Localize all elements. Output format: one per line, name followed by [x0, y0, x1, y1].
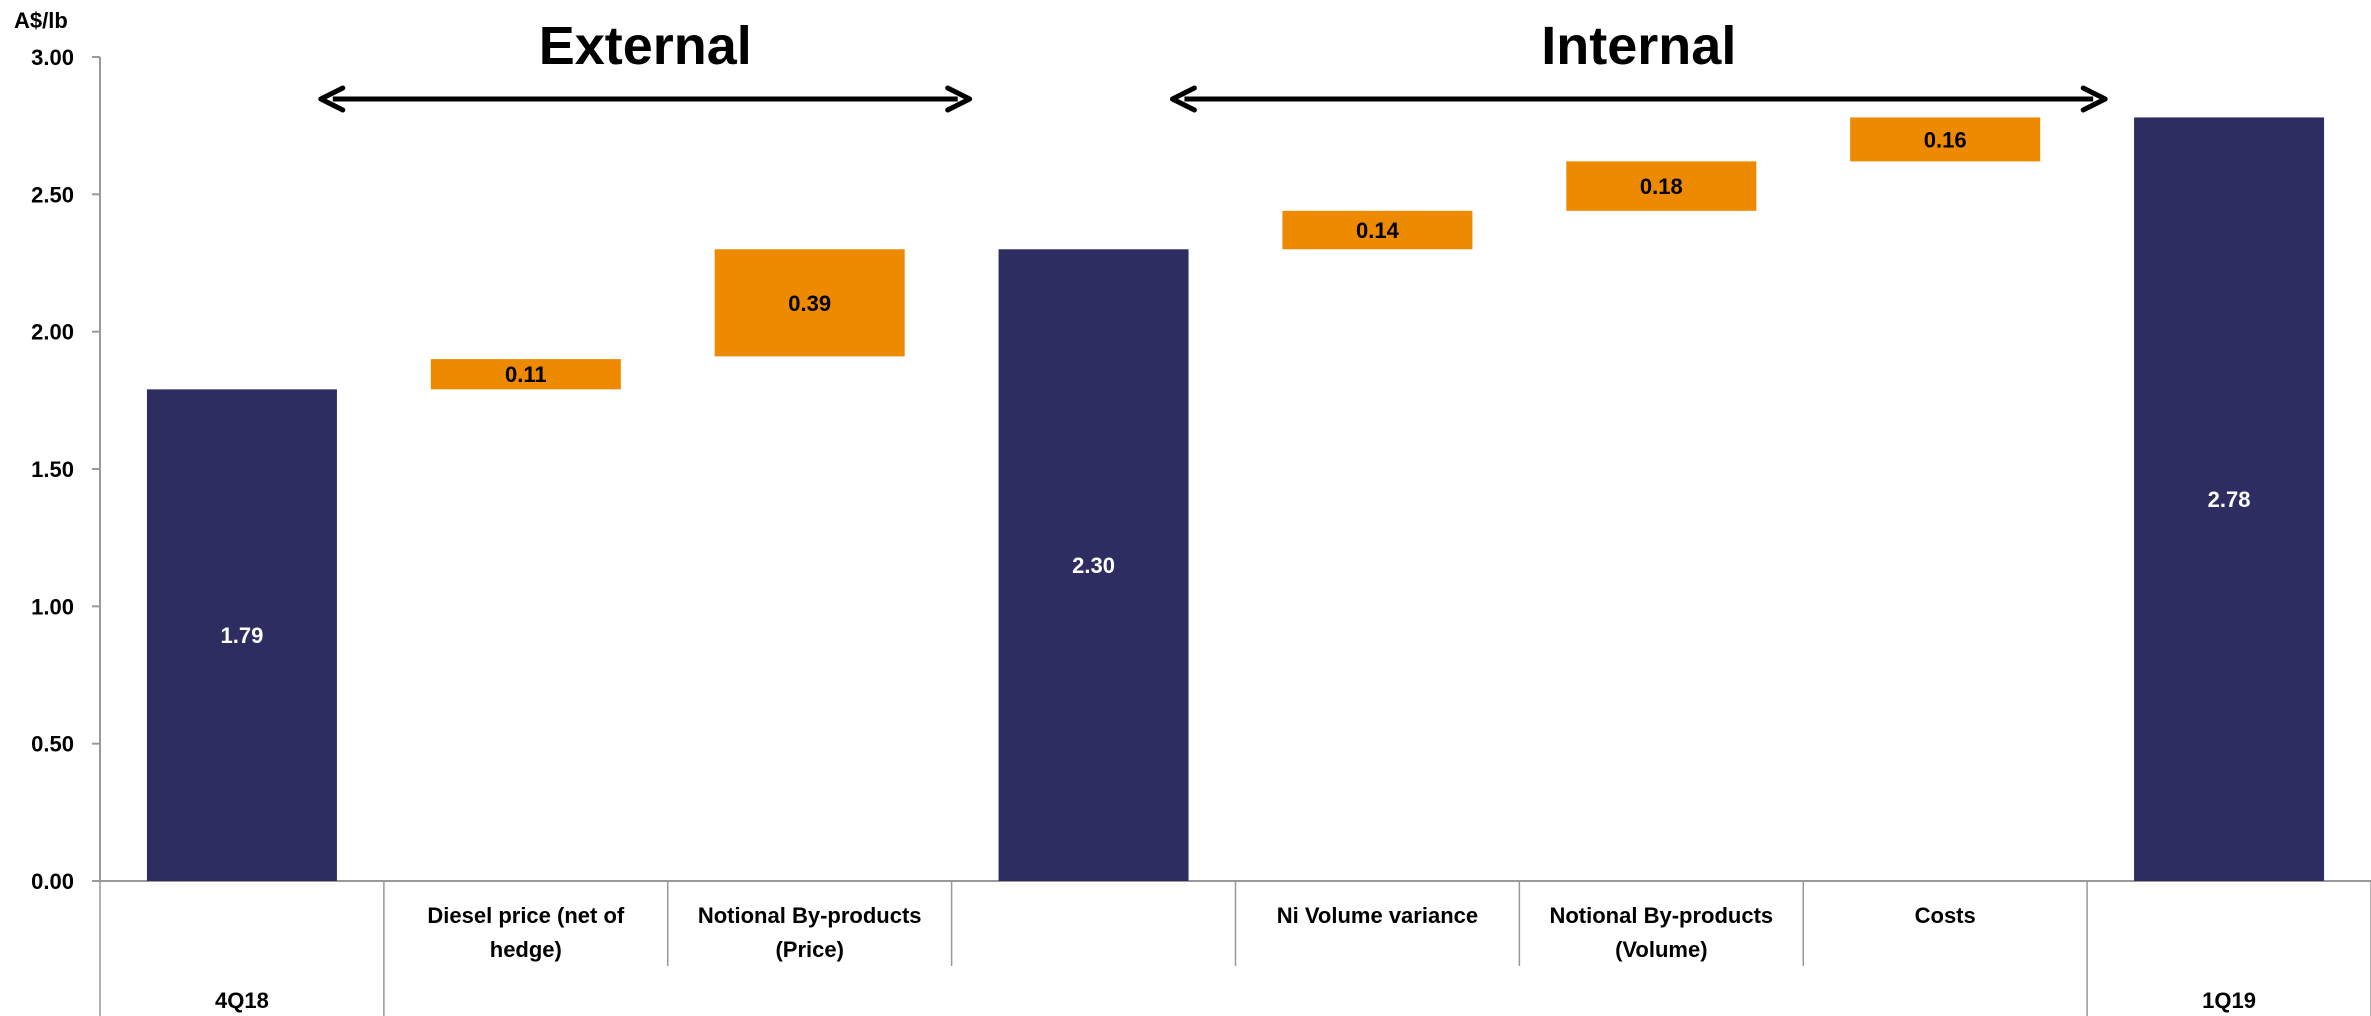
bars: 1.79 0.11 0.39 2.30 0.14 0.18 0.16 2.78	[146, 117, 2325, 882]
arrow-left-icon	[1169, 85, 1197, 113]
arrow-right-icon	[2080, 85, 2108, 113]
change-bar	[1282, 210, 1473, 250]
axes: 0.00 0.50 1.00 1.50 2.00 2.50 3.00 A$/lb 4Q18 Die…	[14, 8, 2371, 1016]
y-tick-label: 0.00	[31, 869, 74, 894]
y-tick-label: 2.00	[31, 320, 74, 345]
bar-value-label: 0.16	[1924, 127, 1967, 152]
x-category-label: Notional By-products (Price)	[698, 903, 922, 962]
y-tick-label: 2.50	[31, 182, 74, 207]
x-category-label: Ni Volume variance	[1277, 903, 1478, 928]
bar-value-label: 0.18	[1640, 174, 1683, 199]
x-category-label: Costs	[1915, 903, 1976, 928]
x-category-label: Diesel price (net of hedge)	[427, 903, 625, 962]
arrow-left-icon	[318, 85, 346, 113]
y-tick-label: 0.50	[31, 732, 74, 757]
bar-value-label: 0.39	[788, 291, 831, 316]
bar-value-label: 2.78	[2208, 487, 2251, 512]
annotations: External Internal	[318, 16, 2108, 113]
x-category-label: Notional By-products (Volume)	[1549, 903, 1773, 962]
annotation-title: External	[539, 16, 752, 76]
change-bar	[430, 359, 621, 390]
total-bar	[2134, 117, 2325, 882]
total-bar	[146, 389, 337, 881]
bar-value-label: 1.79	[221, 623, 264, 648]
change-bar	[1566, 161, 1757, 211]
bar-value-label: 0.11	[505, 362, 547, 387]
annotation-title: Internal	[1541, 16, 1736, 76]
y-tick-label: 1.50	[31, 457, 74, 482]
change-bar	[714, 249, 905, 357]
change-bar	[1850, 117, 2041, 162]
x-category-label: 1Q19	[2202, 988, 2256, 1013]
total-bar	[998, 249, 1189, 881]
y-axis-label: A$/lb	[14, 8, 68, 33]
y-tick-label: 1.00	[31, 594, 74, 619]
arrow-right-icon	[945, 85, 973, 113]
bar-value-label: 2.30	[1072, 553, 1115, 578]
y-tick-label: 3.00	[31, 45, 74, 70]
x-category-label: 4Q18	[215, 988, 269, 1013]
bar-value-label: 0.14	[1356, 218, 1400, 243]
